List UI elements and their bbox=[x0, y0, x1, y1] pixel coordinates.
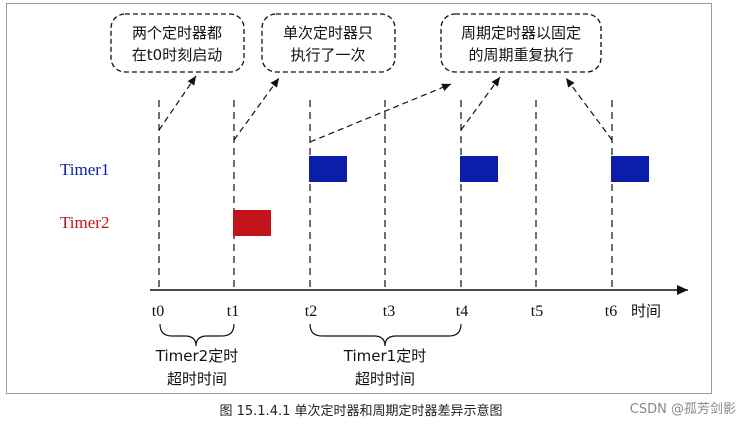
timer1-pulse-t4 bbox=[460, 156, 498, 182]
figure-frame bbox=[6, 3, 712, 394]
tick-t2: t2 bbox=[305, 303, 317, 320]
callout-periodic: 周期定时器以固定 的周期重复执行 bbox=[440, 13, 602, 73]
arrow-t6-to-callout bbox=[565, 77, 613, 141]
timer1-label: Timer1 bbox=[60, 160, 109, 179]
arrow-t1-to-callout bbox=[233, 77, 280, 141]
brace-timer1-timeout bbox=[309, 323, 462, 347]
callout-periodic-line2: 的周期重复执行 bbox=[468, 46, 573, 64]
arrow-t2-to-callout bbox=[309, 83, 452, 143]
arrow-t0-to-callout bbox=[158, 75, 197, 131]
timer1-pulse-t6 bbox=[611, 156, 649, 182]
callout-oneshot: 单次定时器只 执行了一次 bbox=[261, 13, 396, 73]
tick-t3: t3 bbox=[383, 303, 395, 320]
callout-oneshot-line1: 单次定时器只 bbox=[283, 24, 373, 42]
callout-oneshot-line2: 执行了一次 bbox=[290, 46, 365, 64]
watermark: CSDN @孤芳剑影 bbox=[630, 401, 736, 417]
arrow-t4-to-callout bbox=[460, 76, 501, 131]
axis-unit-label: 时间 bbox=[631, 302, 661, 320]
callout-both-start: 两个定时器都 在t0时刻启动 bbox=[110, 13, 245, 73]
figure-caption: 图 15.1.4.1 单次定时器和周期定时器差异示意图 bbox=[219, 403, 502, 419]
timer1-pulse-t2 bbox=[309, 156, 347, 182]
tick-t4: t4 bbox=[456, 303, 468, 320]
brace-timer2-timeout bbox=[159, 323, 235, 347]
note-timer1-line1: Timer1定时 bbox=[343, 347, 426, 365]
tick-t6: t6 bbox=[605, 303, 617, 320]
callout-both-start-line1: 两个定时器都 bbox=[132, 24, 222, 42]
note-timer1-line2: 超时时间 bbox=[355, 370, 415, 388]
timer2-label: Timer2 bbox=[60, 213, 109, 232]
note-timer2-line1: Timer2定时 bbox=[155, 347, 238, 365]
tick-t0: t0 bbox=[152, 303, 164, 320]
tick-t5: t5 bbox=[531, 303, 543, 320]
note-timer2-line2: 超时时间 bbox=[167, 370, 227, 388]
callout-both-start-line2: 在t0时刻启动 bbox=[132, 46, 222, 64]
callout-periodic-line1: 周期定时器以固定 bbox=[461, 24, 581, 42]
timer2-pulse-t1 bbox=[233, 210, 271, 236]
tick-t1: t1 bbox=[227, 303, 239, 320]
